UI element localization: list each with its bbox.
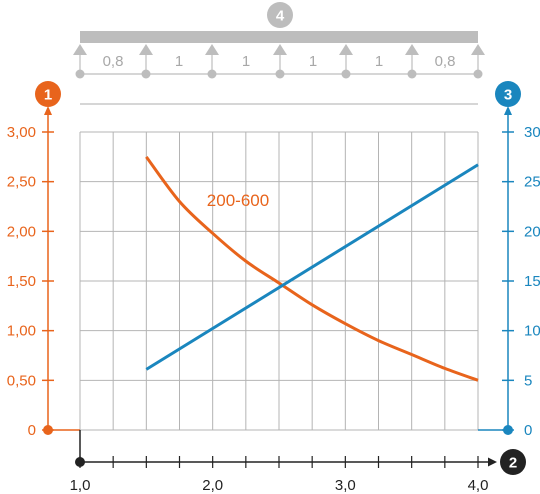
left-tick-label: 0,50: [7, 372, 36, 389]
x-tick-label: 2,0: [202, 477, 223, 494]
series-line-left: [145, 155, 479, 382]
support-node: [473, 69, 483, 79]
series-line-right: [145, 163, 479, 371]
span-label: 1: [375, 53, 383, 70]
right-tick-label: 20: [524, 223, 540, 240]
x-tick-label: 4,0: [468, 477, 489, 494]
support-triangle: [405, 44, 419, 55]
grid: [79, 131, 479, 431]
support-triangle: [471, 44, 485, 55]
left-tick-label: 2,00: [7, 223, 36, 240]
support-node: [75, 69, 85, 79]
right-tick-label: 25: [524, 174, 540, 191]
beam-diagram: 0,8 1 1 1 1 0,8 4: [73, 2, 485, 105]
axis-badge-right-label: 3: [504, 87, 512, 104]
support-triangle: [339, 44, 353, 55]
right-tick-label: 10: [524, 323, 540, 340]
right-tick-label: 15: [524, 273, 540, 290]
axis-badge-x: [500, 449, 526, 475]
axis-badge-top: [267, 2, 293, 28]
labels: 200-600: [207, 191, 269, 210]
axis-badge-left-label: 1: [44, 87, 52, 104]
left-tick-label: 1,50: [7, 273, 36, 290]
span-label: 1: [242, 53, 250, 70]
support-triangle: [205, 44, 219, 55]
left-axis-arrow: [44, 106, 52, 115]
axes: 100,501,001,502,002,503,0030510152025302…: [7, 81, 540, 494]
support-node: [407, 69, 417, 79]
axis-badge-x-label: 2: [509, 455, 517, 472]
support-triangle: [273, 44, 287, 55]
right-tick-label: 5: [524, 372, 532, 389]
beam-bar: [80, 31, 478, 43]
support-node: [141, 69, 151, 79]
left-tick-label: 1,00: [7, 323, 36, 340]
span-label: 0,8: [435, 53, 456, 70]
support-node: [341, 69, 351, 79]
axis-badge-top-label: 4: [276, 8, 285, 25]
span-label: 1: [309, 53, 317, 70]
axis-badge-right: [495, 81, 521, 107]
right-axis-arrow: [504, 106, 512, 115]
support-node: [275, 69, 285, 79]
support-triangle: [73, 44, 87, 55]
left-tick-label: 2,50: [7, 174, 36, 191]
span-label: 0,8: [103, 53, 124, 70]
right-tick-label: 0: [524, 422, 532, 439]
support-node: [207, 69, 217, 79]
support-triangle: [139, 44, 153, 55]
series: [145, 155, 479, 382]
span-label: 1: [175, 53, 183, 70]
right-tick-label: 30: [524, 124, 540, 141]
x-axis-arrow: [488, 457, 497, 467]
x-tick-label: 1,0: [70, 477, 91, 494]
left-tick-label: 0: [28, 422, 36, 439]
left-tick-label: 3,00: [7, 124, 36, 141]
axis-badge-left: [35, 81, 61, 107]
series-label: 200-600: [207, 191, 269, 210]
x-tick-label: 3,0: [335, 477, 356, 494]
